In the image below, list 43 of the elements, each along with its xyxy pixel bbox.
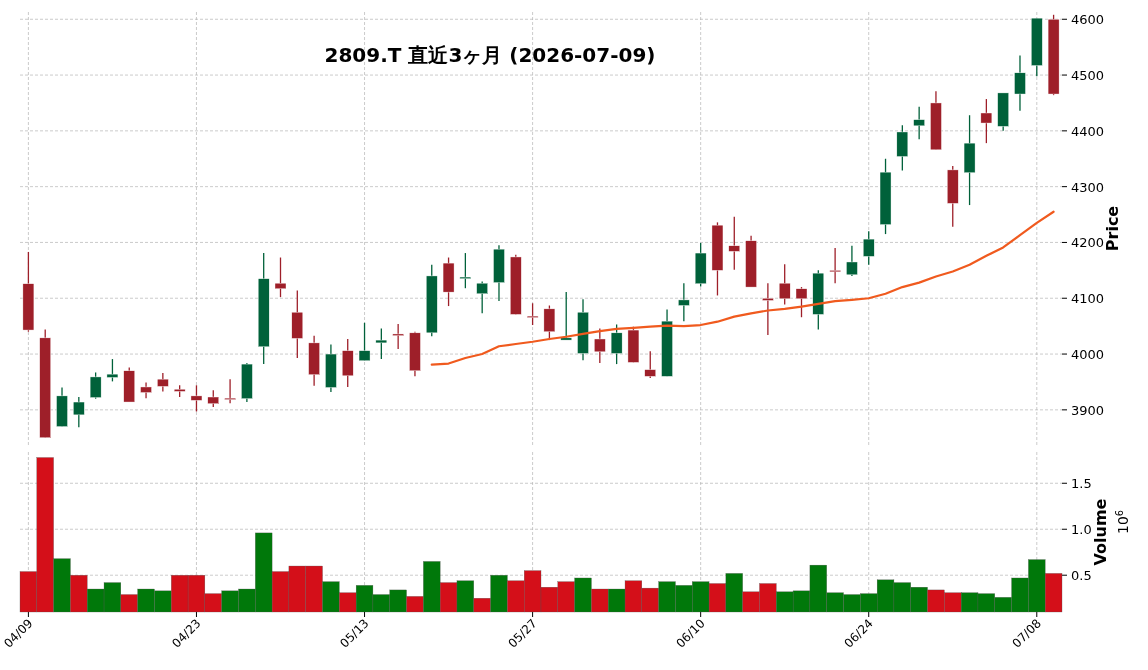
candlestick (829, 247, 841, 284)
candlestick (106, 358, 119, 383)
candlestick (526, 302, 539, 326)
candlestick (543, 304, 556, 341)
candlestick (73, 396, 85, 428)
candlestick (863, 230, 875, 266)
candlestick (157, 372, 169, 393)
candlestick (980, 98, 993, 144)
text: 2809.T 直近3ヶ月 (2026-07-09) (324, 43, 656, 67)
y-tick-label: 4600 (1071, 12, 1105, 28)
candlestick (89, 371, 102, 400)
y-tick-label: 1.5 (1071, 476, 1092, 492)
candlestick (678, 282, 690, 322)
y-tick-label: 4200 (1071, 235, 1105, 251)
candlestick (358, 322, 371, 362)
candlestick (846, 245, 858, 277)
candlestick (795, 286, 808, 318)
y-axis-title: Volume (1091, 498, 1110, 566)
candlestick (392, 323, 404, 350)
candlestick (224, 378, 236, 404)
candlestick (476, 280, 488, 314)
candlestick (190, 384, 203, 413)
candlestick (778, 263, 791, 306)
y-tick-label: 3900 (1071, 402, 1105, 418)
candlestick (762, 282, 774, 336)
y-tick-label: 4300 (1071, 179, 1105, 195)
candlestick (913, 106, 925, 140)
y-tick-label: 4000 (1071, 347, 1105, 363)
candlestick (610, 323, 623, 365)
y-tick-label: 0.5 (1071, 568, 1092, 584)
y-axis-title: Price (1103, 205, 1122, 252)
y-tick-label: 1.0 (1071, 522, 1092, 538)
y-tick-label: 4400 (1071, 123, 1105, 139)
y-tick-label: 4500 (1071, 68, 1105, 84)
candlestick (375, 327, 388, 360)
candlestick (459, 252, 472, 289)
candlestick (560, 291, 572, 341)
candlestick (274, 256, 287, 298)
candlestick (1014, 54, 1026, 112)
candlestick (594, 327, 606, 364)
candlestick (728, 216, 740, 271)
candlestick (644, 350, 656, 379)
y-tick-label: 4100 (1071, 291, 1105, 307)
